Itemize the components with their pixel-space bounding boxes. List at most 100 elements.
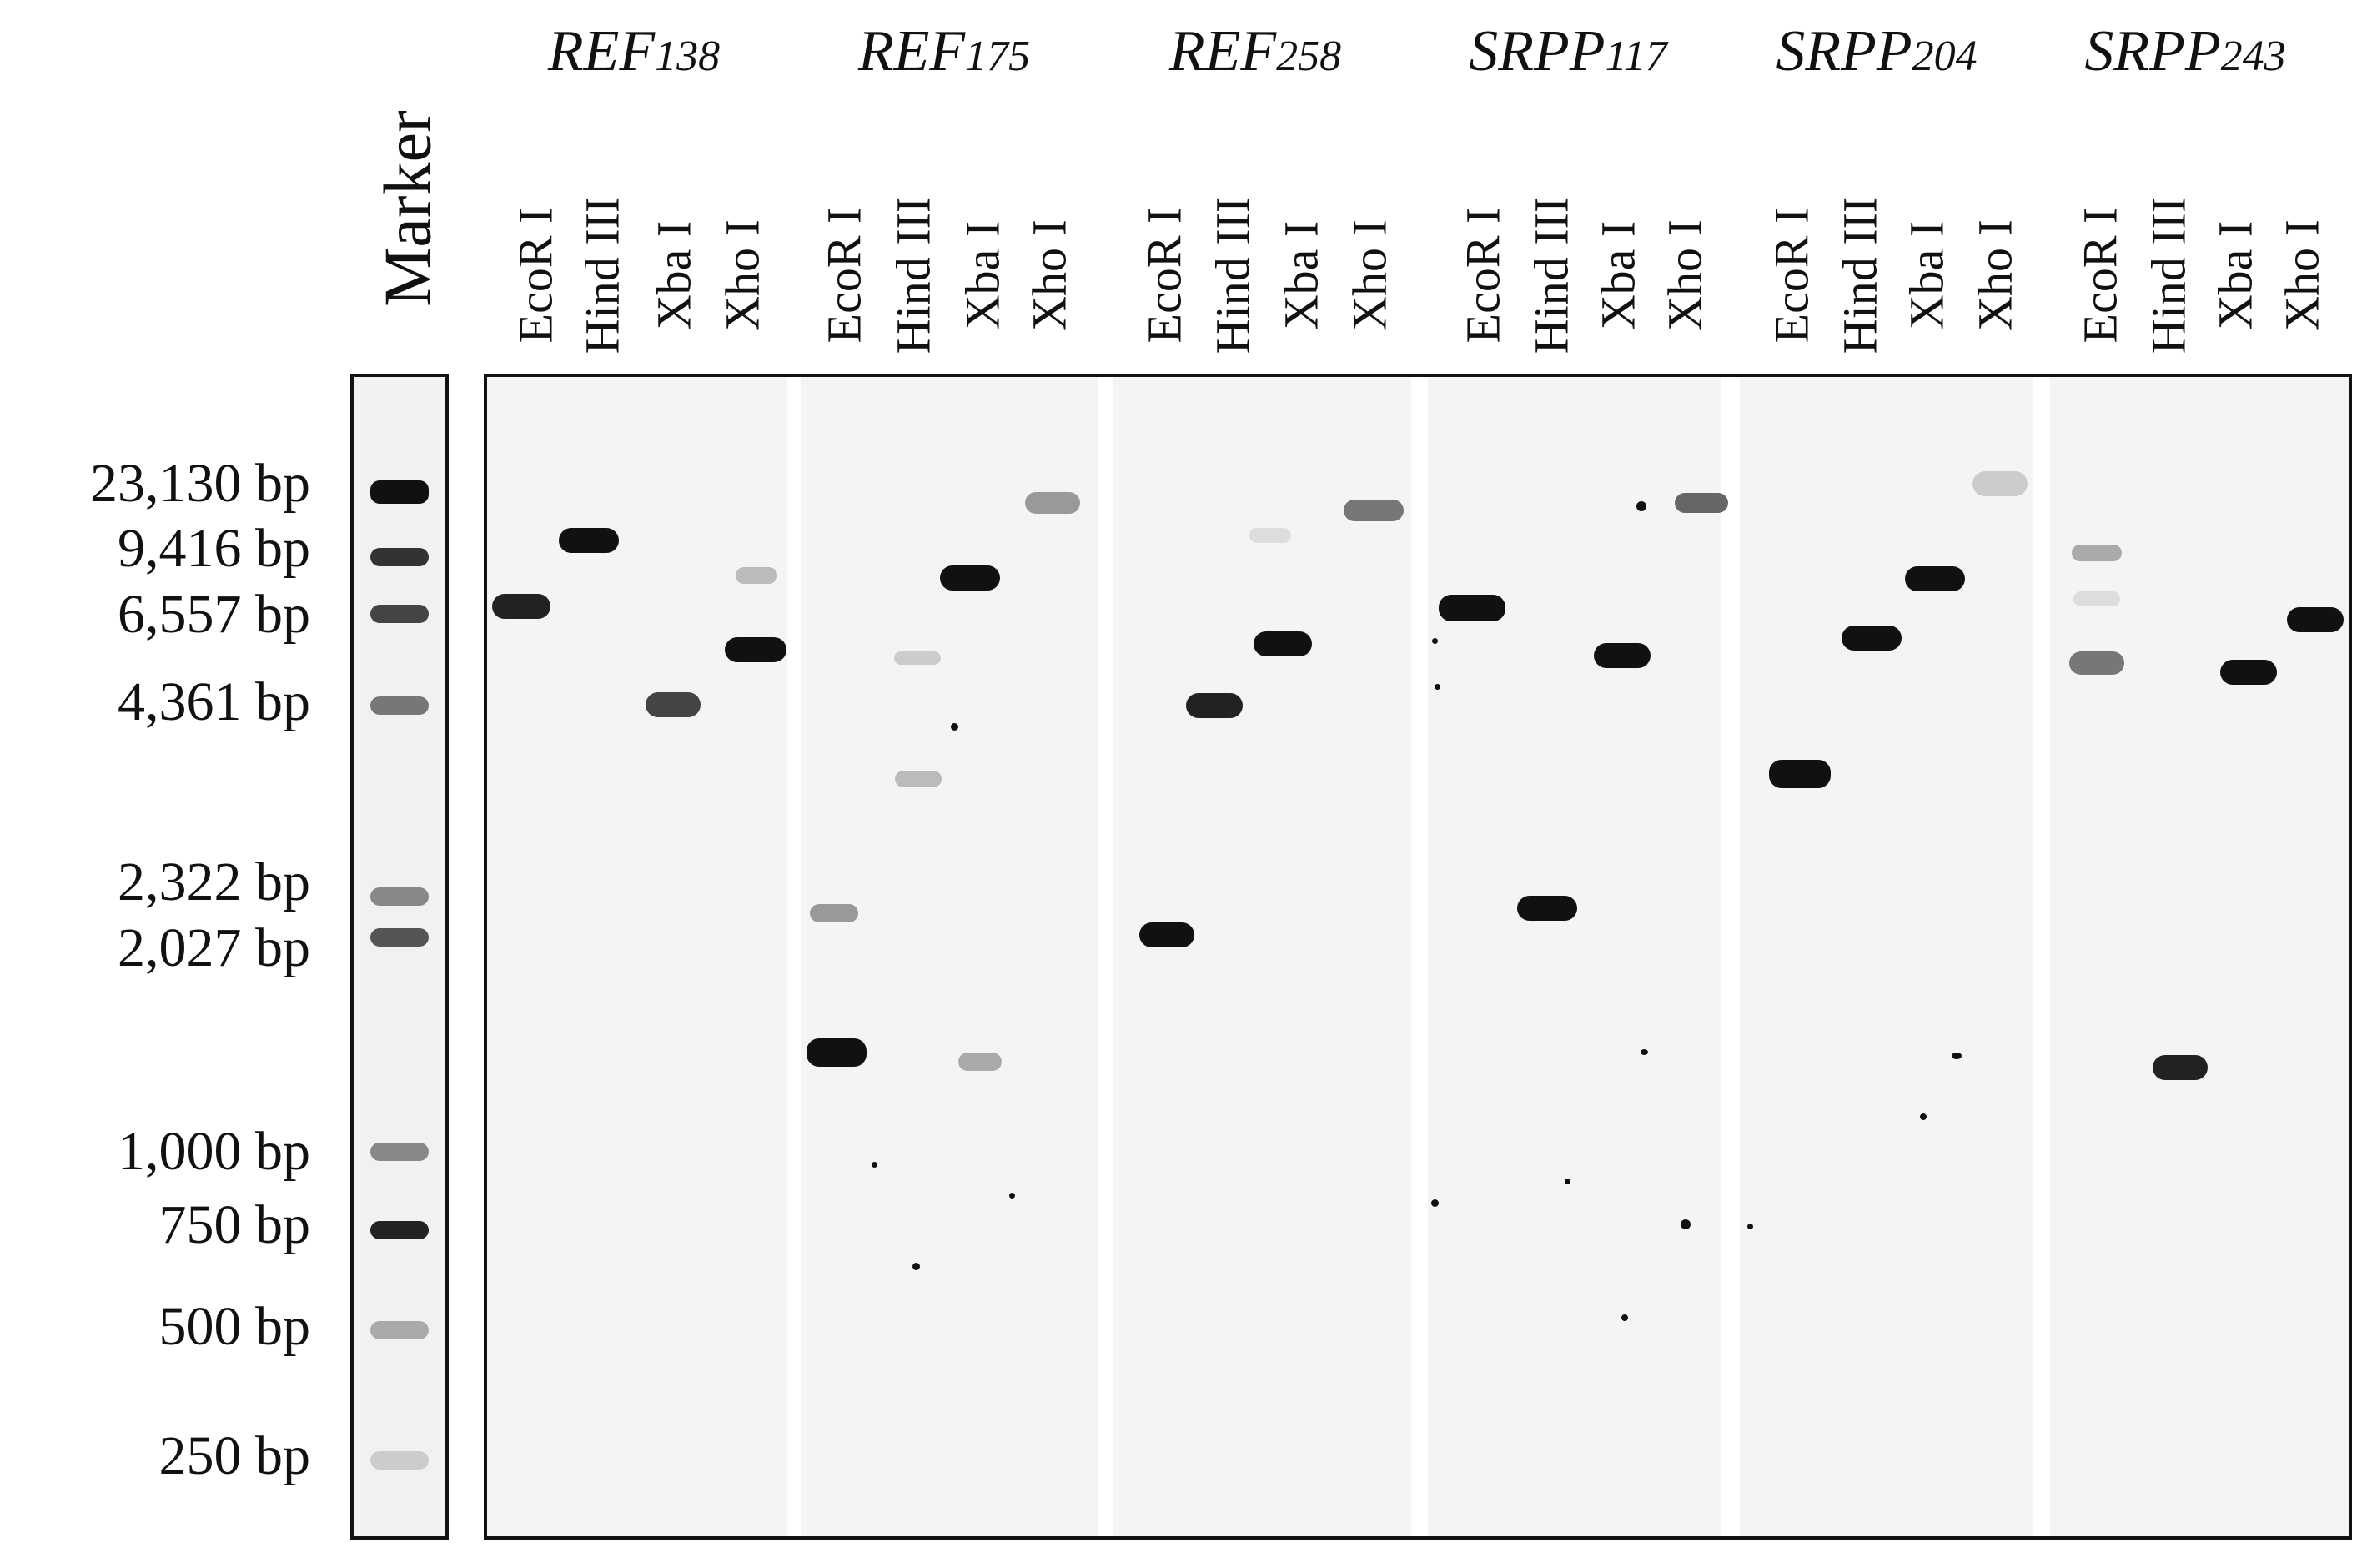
band	[1972, 471, 2028, 496]
marker-band	[370, 1221, 429, 1239]
gene-number: 138	[655, 33, 721, 80]
band	[2073, 591, 2120, 606]
speck	[1747, 1224, 1753, 1229]
band	[958, 1053, 1002, 1071]
enzyme-label: Xho I	[1342, 219, 1397, 331]
speck	[1565, 1179, 1570, 1184]
enzyme-label: EcoR I	[2073, 207, 2128, 344]
gene-name: SRPP	[2084, 19, 2221, 83]
band	[894, 651, 941, 665]
marker-band	[370, 1321, 429, 1339]
gene-title-srpp243: SRPP243	[2084, 18, 2285, 85]
gene-number: 243	[2220, 33, 2286, 80]
gene-title-ref175: REF175	[858, 18, 1030, 85]
enzyme-label: EcoR I	[1137, 207, 1192, 344]
enzyme-label: Xho I	[715, 219, 770, 331]
band	[807, 1038, 867, 1067]
band	[492, 594, 550, 619]
speck	[951, 723, 958, 731]
enzyme-label: Xho I	[2274, 219, 2329, 331]
speck	[1636, 501, 1646, 511]
size-label: 6,557 bp	[118, 584, 310, 645]
band	[1186, 693, 1243, 718]
enzyme-label: Xba I	[1899, 220, 1954, 330]
band	[1025, 492, 1080, 514]
band	[646, 692, 701, 717]
enzyme-label: EcoR I	[1764, 207, 1819, 344]
speck	[1681, 1219, 1691, 1229]
band	[1675, 493, 1728, 513]
speck	[1621, 1314, 1628, 1321]
enzyme-label: Hind III	[886, 196, 941, 354]
band	[2069, 651, 2124, 675]
band	[1905, 566, 1965, 591]
enzyme-label: Xba I	[955, 220, 1010, 330]
band	[1254, 631, 1312, 656]
enzyme-label: Hind III	[1524, 196, 1579, 354]
enzyme-label: Xba I	[1591, 220, 1646, 330]
enzyme-label: Xho I	[1657, 219, 1712, 331]
enzyme-label: Xba I	[1274, 220, 1329, 330]
marker-band	[370, 928, 429, 947]
enzyme-label: EcoR I	[817, 207, 872, 344]
gene-title-srpp117: SRPP117	[1469, 18, 1666, 85]
panel-srpp117	[1428, 377, 1721, 1536]
size-label: 250 bp	[158, 1425, 311, 1486]
panel-srpp243	[2050, 377, 2349, 1536]
band	[810, 904, 858, 922]
enzyme-label: Hind III	[2141, 196, 2196, 354]
band	[1249, 528, 1291, 543]
size-label: 9,416 bp	[118, 518, 310, 579]
panel-ref258	[1113, 377, 1411, 1536]
enzyme-label: Xba I	[646, 220, 701, 330]
gene-name: SRPP	[1469, 19, 1606, 83]
speck	[872, 1162, 877, 1168]
speck	[1952, 1053, 1962, 1059]
gene-number: 175	[965, 33, 1031, 80]
gene-title-ref258: REF258	[1169, 18, 1341, 85]
enzyme-label: Xba I	[2208, 220, 2263, 330]
gene-name: REF	[857, 19, 966, 83]
band	[559, 528, 619, 553]
band	[2287, 607, 2344, 632]
gene-name: REF	[1168, 19, 1277, 83]
band	[2220, 660, 2277, 685]
band	[2153, 1055, 2208, 1080]
gene-title-ref138: REF138	[548, 18, 720, 85]
size-label: 2,027 bp	[118, 917, 310, 978]
band	[736, 567, 777, 584]
band	[1139, 922, 1194, 947]
enzyme-label: EcoR I	[1455, 207, 1510, 344]
enzyme-label: Xho I	[1022, 219, 1077, 331]
blot-frame	[484, 374, 2352, 1540]
speck	[1641, 1049, 1648, 1055]
size-label: 1,000 bp	[118, 1121, 310, 1182]
gene-name: REF	[547, 19, 656, 83]
band	[1517, 896, 1577, 921]
size-label: 2,322 bp	[118, 852, 310, 912]
marker-band	[370, 548, 429, 566]
size-label: 4,361 bp	[118, 671, 310, 732]
size-label: 750 bp	[158, 1194, 311, 1255]
marker-band	[370, 887, 429, 906]
band	[725, 637, 786, 662]
band	[1344, 500, 1404, 521]
band	[1769, 760, 1831, 788]
band	[1439, 595, 1505, 621]
panel-srpp204	[1740, 377, 2033, 1536]
gene-number: 117	[1605, 33, 1667, 80]
band	[1842, 626, 1902, 651]
gene-number: 258	[1276, 33, 1342, 80]
marker-band	[370, 1143, 429, 1161]
speck	[1920, 1113, 1927, 1120]
gene-title-srpp204: SRPP204	[1776, 18, 1977, 85]
band	[895, 771, 942, 787]
band	[2072, 545, 2122, 561]
speck	[1435, 684, 1440, 690]
size-label: 23,130 bp	[90, 453, 310, 514]
enzyme-label: Hind III	[1832, 196, 1887, 354]
speck	[1432, 638, 1438, 644]
band	[1594, 643, 1651, 668]
marker-title: Marker	[371, 110, 445, 307]
enzyme-label: EcoR I	[508, 207, 563, 344]
